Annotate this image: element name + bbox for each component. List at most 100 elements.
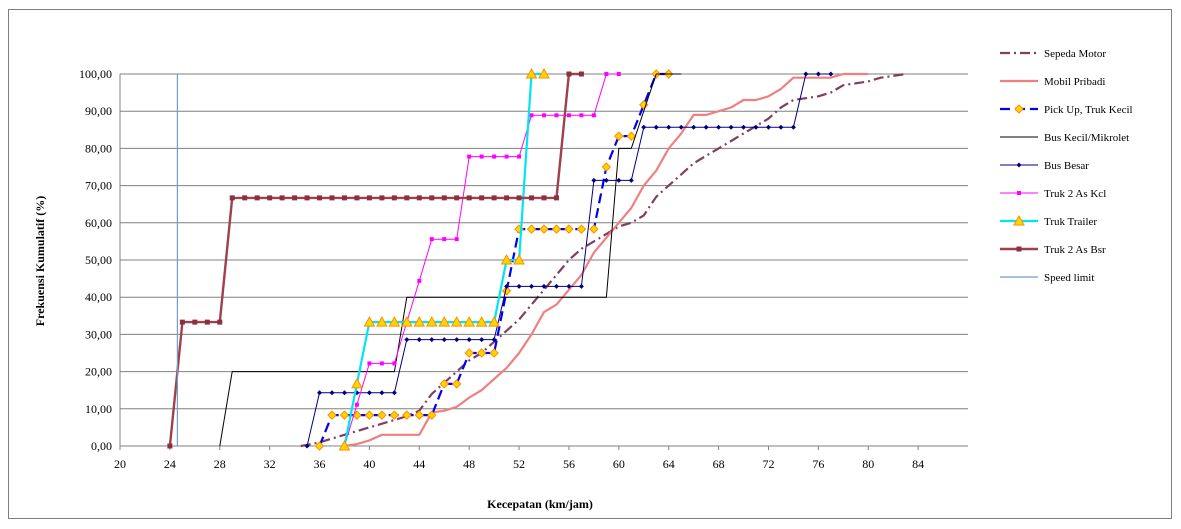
data-point [341, 390, 347, 396]
data-point [554, 113, 559, 118]
data-point [504, 195, 510, 201]
data-point [454, 195, 460, 201]
data-point [500, 253, 513, 265]
data-point [716, 124, 722, 130]
data-point [404, 337, 410, 343]
data-point [404, 195, 410, 201]
data-point [366, 390, 372, 396]
y-tick-label: 60,00 [85, 216, 112, 230]
x-tick-label: 56 [563, 457, 575, 471]
data-point [591, 113, 596, 118]
data-point [1016, 162, 1022, 168]
x-tick-label: 32 [264, 457, 276, 471]
legend-label: Truk 2 As Kcl [1044, 188, 1106, 200]
data-point [542, 113, 546, 118]
y-tick-label: 20,00 [85, 365, 112, 379]
data-point [379, 390, 385, 396]
data-point [529, 283, 535, 289]
data-point [803, 71, 809, 77]
data-point [653, 124, 659, 130]
x-tick-label: 72 [762, 457, 774, 471]
data-point [628, 177, 634, 183]
data-point [416, 337, 422, 343]
data-point [441, 195, 447, 201]
data-point [641, 124, 647, 130]
data-point [525, 67, 538, 79]
data-point [317, 390, 323, 396]
data-point [753, 124, 759, 130]
data-point [491, 337, 497, 343]
x-tick-label: 64 [663, 457, 675, 471]
series-truk-trailer [338, 67, 550, 451]
series-line [168, 72, 582, 447]
data-point [367, 361, 372, 366]
series-line [300, 72, 906, 448]
data-point [429, 237, 434, 242]
legend-label: Mobil Pribadi [1044, 76, 1105, 88]
y-tick-label: 40,00 [85, 290, 112, 304]
x-tick-label: 76 [812, 457, 824, 471]
series-bus-kecil-mikrolet [219, 73, 682, 447]
data-point [566, 71, 572, 77]
data-point [1014, 104, 1024, 114]
x-axis-title: Kecepatan (km/jam) [487, 497, 593, 511]
series-line [219, 73, 682, 447]
data-point [504, 154, 509, 159]
data-point [442, 237, 447, 242]
gridlines [120, 73, 968, 410]
data-point [492, 154, 497, 159]
legend-label: Pick Up, Truk Kecil [1044, 104, 1133, 116]
x-tick-label: 84 [912, 457, 924, 471]
data-point [475, 316, 488, 327]
data-point [192, 319, 198, 325]
data-point [354, 402, 359, 407]
data-point [778, 124, 784, 130]
data-point [604, 72, 609, 76]
data-point [513, 253, 525, 265]
data-point [504, 283, 510, 289]
data-point [516, 195, 522, 201]
data-point [413, 316, 426, 327]
data-point [479, 337, 485, 343]
data-point [402, 410, 412, 420]
y-tick-label: 10,00 [85, 402, 112, 416]
data-point [429, 337, 435, 343]
data-point [529, 113, 534, 118]
data-point [790, 124, 796, 130]
legend-item: Pick Up, Truk Kecil [1000, 104, 1133, 116]
legend-item: Bus Besar [1000, 160, 1089, 172]
data-point [516, 283, 522, 289]
data-point [304, 195, 310, 201]
data-point [351, 377, 363, 389]
data-point [488, 316, 500, 327]
x-tick-label: 36 [314, 457, 326, 471]
data-point [439, 379, 449, 389]
y-tick-label: 50,00 [85, 253, 112, 267]
y-tick-label: 90,00 [85, 104, 112, 118]
axes: 0,00 10,00 20,00 30,00 40,00 50,00 60,00 70,00 8… [79, 67, 968, 471]
data-point [616, 177, 622, 183]
series-pick-up-truk-kecil [314, 69, 674, 451]
data-point [541, 195, 547, 201]
series-sepeda-motor [300, 72, 906, 448]
data-point [551, 224, 562, 234]
data-point [417, 278, 422, 283]
data-point [242, 195, 248, 201]
legend-label: Speed limit [1044, 272, 1094, 284]
data-point [741, 124, 747, 130]
y-tick-label: 0,00 [91, 439, 112, 453]
data-point [578, 283, 584, 289]
data-point [765, 124, 771, 130]
data-point [703, 124, 709, 130]
data-point [416, 195, 422, 201]
data-point [338, 439, 351, 451]
data-point [579, 113, 584, 118]
data-point [553, 283, 559, 289]
data-point [441, 337, 447, 343]
x-tick-label: 28 [214, 457, 226, 471]
data-point [427, 410, 437, 420]
data-point [414, 410, 425, 420]
data-point [392, 361, 397, 366]
data-point [539, 224, 549, 234]
